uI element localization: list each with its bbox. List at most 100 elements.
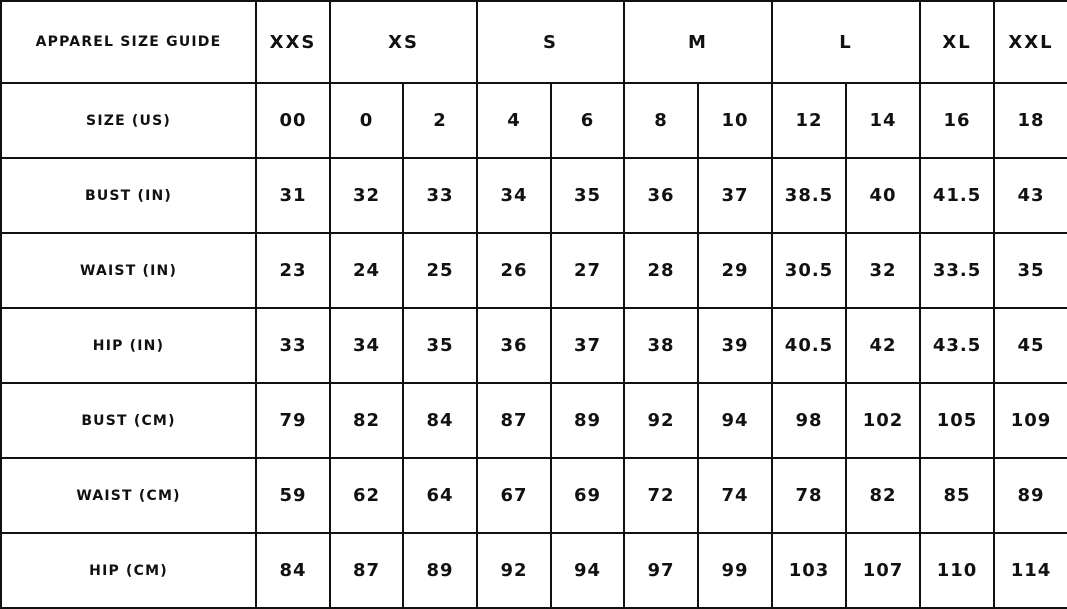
- row-label: HIP (CM): [0, 532, 257, 609]
- table-cell: 27: [550, 232, 625, 309]
- table-cell: 109: [993, 382, 1067, 459]
- size-group-s: S: [476, 0, 625, 84]
- table-cell: 89: [550, 382, 625, 459]
- table-cell: 97: [623, 532, 699, 609]
- table-cell: 79: [255, 382, 331, 459]
- table-cell: 103: [771, 532, 848, 609]
- table-cell: 33.5: [919, 232, 996, 309]
- table-cell: 24: [329, 232, 404, 309]
- table-cell: 41.5: [919, 157, 996, 234]
- table-row: SIZE (US) 00 0 2 4 6 8 10 12 14 16 18: [0, 82, 1067, 159]
- size-group-m: M: [622, 0, 774, 84]
- size-group-xl: XL: [919, 0, 996, 84]
- table-cell: 98: [771, 382, 848, 459]
- table-cell: 12: [771, 82, 848, 159]
- table-cell: 94: [696, 382, 774, 459]
- table-cell: 37: [550, 307, 625, 384]
- table-row: BUST (IN) 31 32 33 34 35 36 37 38.5 40 41.5 43: [0, 157, 1067, 234]
- table-cell: 10: [696, 82, 774, 159]
- table-cell: 26: [476, 232, 552, 309]
- table-row: HIP (CM) 84 87 89 92 94 97 99 103 107 110 114: [0, 532, 1067, 609]
- table-cell: 87: [329, 532, 404, 609]
- row-label: WAIST (CM): [0, 457, 257, 534]
- row-label: BUST (IN): [0, 157, 257, 234]
- table-cell: 45: [993, 307, 1067, 384]
- table-cell: 42: [845, 307, 922, 384]
- table-cell: 82: [845, 457, 922, 534]
- table-cell: 6: [550, 82, 625, 159]
- table-cell: 18: [993, 82, 1067, 159]
- table-cell: 107: [845, 532, 922, 609]
- table-cell: 33: [255, 307, 331, 384]
- table-cell: 35: [550, 157, 625, 234]
- table-cell: 89: [993, 457, 1067, 534]
- table-cell: 43: [993, 157, 1067, 234]
- table-cell: 78: [771, 457, 848, 534]
- table-cell: 110: [919, 532, 996, 609]
- table-cell: 34: [329, 307, 404, 384]
- table-row: BUST (CM) 79 82 84 87 89 92 94 98 102 105 109: [0, 382, 1067, 459]
- table-cell: 64: [402, 457, 478, 534]
- table-cell: 25: [402, 232, 478, 309]
- table-cell: 114: [993, 532, 1067, 609]
- table-cell: 23: [255, 232, 331, 309]
- table-row: WAIST (IN) 23 24 25 26 27 28 29 30.5 32 33.5 35: [0, 232, 1067, 309]
- table-cell: 28: [623, 232, 699, 309]
- size-group-xs: XS: [329, 0, 478, 84]
- table-cell: 34: [476, 157, 552, 234]
- size-group-xxl: XXL: [993, 0, 1067, 84]
- table-title: APPAREL SIZE GUIDE: [0, 0, 257, 84]
- table-cell: 99: [696, 532, 774, 609]
- table-cell: 89: [402, 532, 478, 609]
- row-label: WAIST (IN): [0, 232, 257, 309]
- table-cell: 72: [623, 457, 699, 534]
- table-cell: 37: [696, 157, 774, 234]
- table-cell: 105: [919, 382, 996, 459]
- table-row: WAIST (CM) 59 62 64 67 69 72 74 78 82 85 89: [0, 457, 1067, 534]
- table-cell: 36: [623, 157, 699, 234]
- table-cell: 67: [476, 457, 552, 534]
- row-label: SIZE (US): [0, 82, 257, 159]
- table-cell: 74: [696, 457, 774, 534]
- table-cell: 38.5: [771, 157, 848, 234]
- table-cell: 85: [919, 457, 996, 534]
- table-cell: 2: [402, 82, 478, 159]
- row-label: HIP (IN): [0, 307, 257, 384]
- table-cell: 94: [550, 532, 625, 609]
- table-cell: 8: [623, 82, 699, 159]
- table-cell: 35: [993, 232, 1067, 309]
- table-cell: 40: [845, 157, 922, 234]
- table-cell: 14: [845, 82, 922, 159]
- table-cell: 32: [845, 232, 922, 309]
- table-row: HIP (IN) 33 34 35 36 37 38 39 40.5 42 43.5 45: [0, 307, 1067, 384]
- table-cell: 82: [329, 382, 404, 459]
- table-cell: 59: [255, 457, 331, 534]
- table-cell: 4: [476, 82, 552, 159]
- row-label: BUST (CM): [0, 382, 257, 459]
- table-cell: 87: [476, 382, 552, 459]
- header-row: APPAREL SIZE GUIDE XXS XS S M L XL XXL: [0, 0, 1067, 84]
- table-cell: 39: [696, 307, 774, 384]
- table-cell: 36: [476, 307, 552, 384]
- table-cell: 30.5: [771, 232, 848, 309]
- table-cell: 0: [329, 82, 404, 159]
- table-cell: 33: [402, 157, 478, 234]
- table-cell: 92: [623, 382, 699, 459]
- table-cell: 31: [255, 157, 331, 234]
- table-cell: 92: [476, 532, 552, 609]
- table-cell: 38: [623, 307, 699, 384]
- table-cell: 29: [696, 232, 774, 309]
- table-cell: 62: [329, 457, 404, 534]
- table-cell: 00: [255, 82, 331, 159]
- table-cell: 43.5: [919, 307, 996, 384]
- table-cell: 69: [550, 457, 625, 534]
- table-cell: 35: [402, 307, 478, 384]
- table-cell: 102: [845, 382, 922, 459]
- size-group-xxs: XXS: [255, 0, 331, 84]
- table-cell: 40.5: [771, 307, 848, 384]
- table-cell: 32: [329, 157, 404, 234]
- table-cell: 16: [919, 82, 996, 159]
- table-cell: 84: [255, 532, 331, 609]
- size-group-l: L: [771, 0, 922, 84]
